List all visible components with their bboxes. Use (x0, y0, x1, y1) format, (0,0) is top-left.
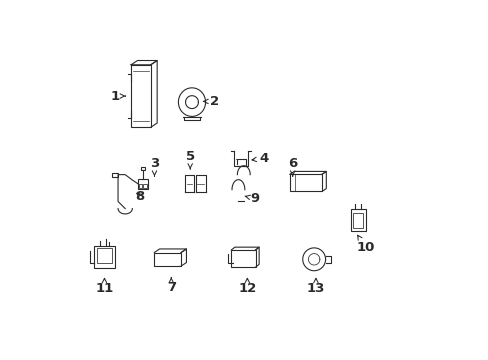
Bar (231, 250, 255, 267)
Text: 8: 8 (135, 190, 144, 203)
Text: 11: 11 (95, 278, 113, 296)
Text: 5: 5 (185, 150, 194, 169)
Text: 9: 9 (244, 192, 259, 205)
Text: 1: 1 (110, 90, 125, 103)
Bar (94, 246, 115, 268)
Text: 6: 6 (287, 157, 297, 176)
Bar (97, 248, 111, 263)
Bar (154, 252, 181, 266)
Bar (111, 173, 118, 177)
Text: 13: 13 (306, 278, 325, 296)
Bar (140, 167, 144, 170)
Bar (289, 174, 322, 192)
Text: 2: 2 (203, 95, 218, 108)
Text: 3: 3 (149, 157, 159, 176)
Bar (143, 184, 146, 188)
Bar (352, 212, 363, 228)
Text: 7: 7 (166, 278, 176, 294)
Bar (139, 184, 142, 188)
Bar (131, 65, 150, 127)
Bar (350, 209, 365, 231)
Text: 12: 12 (238, 278, 256, 296)
Text: 10: 10 (356, 235, 374, 255)
Text: 4: 4 (251, 152, 268, 165)
Bar (138, 179, 147, 189)
